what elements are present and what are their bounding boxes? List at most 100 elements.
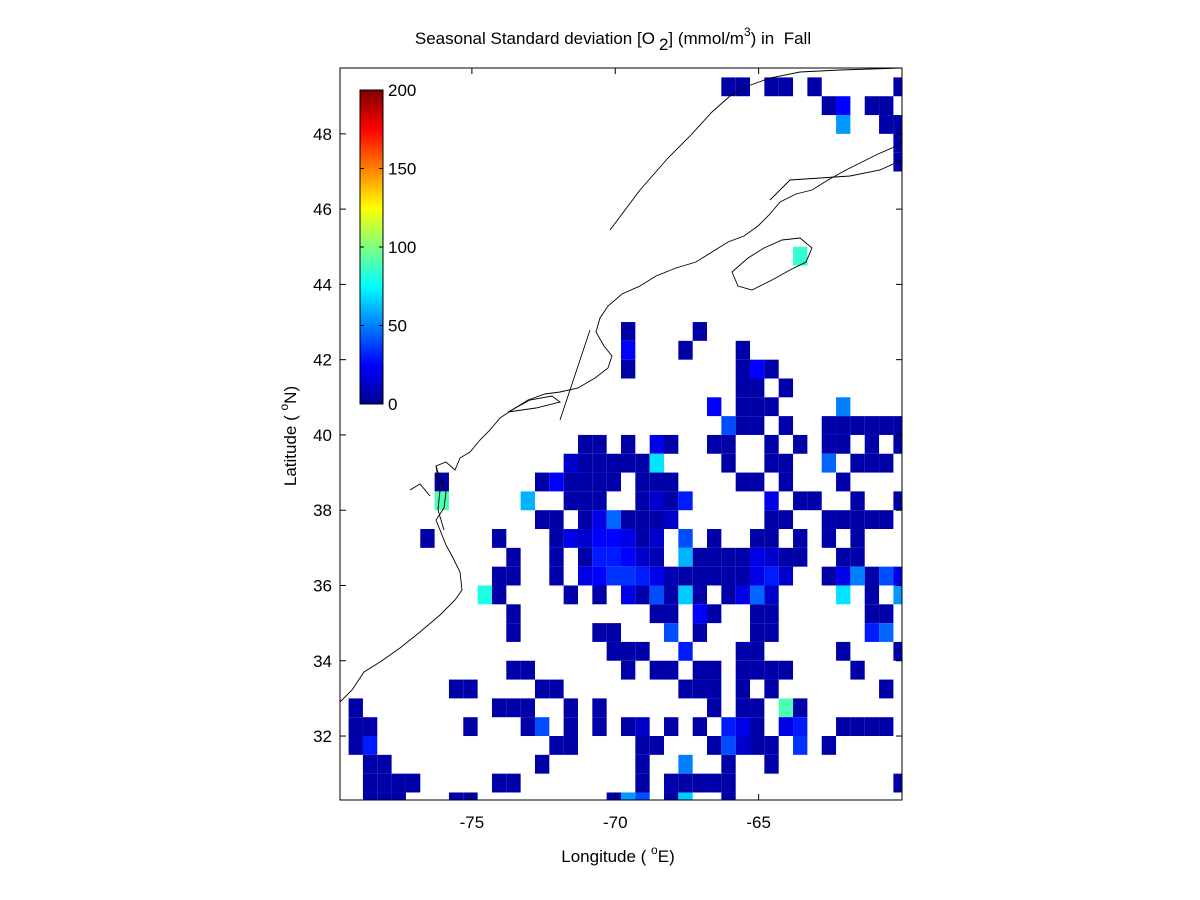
cell <box>463 792 478 800</box>
cell <box>864 623 880 642</box>
cell <box>606 529 621 548</box>
cell <box>664 792 679 800</box>
cell <box>778 416 794 435</box>
cell <box>621 322 636 341</box>
cell <box>721 416 736 435</box>
cell <box>448 679 464 699</box>
cell <box>362 773 378 793</box>
cell <box>807 491 822 511</box>
cell <box>621 359 636 379</box>
cell <box>793 491 808 511</box>
cell <box>707 773 722 793</box>
cell <box>577 566 593 586</box>
cell <box>750 717 765 737</box>
cell <box>707 698 722 718</box>
cell <box>377 792 392 800</box>
cell <box>879 623 894 642</box>
cell <box>735 566 751 586</box>
cell <box>735 660 751 680</box>
cell <box>592 585 607 605</box>
cell <box>707 566 722 586</box>
cell <box>348 717 363 737</box>
cell <box>764 77 779 97</box>
cell <box>879 566 894 586</box>
cell <box>735 698 751 718</box>
cell <box>635 529 650 548</box>
cell <box>391 773 406 793</box>
cell <box>362 754 378 774</box>
cell <box>707 604 722 624</box>
cell <box>836 641 851 661</box>
cell <box>721 77 736 97</box>
cell <box>592 434 607 454</box>
cell <box>864 434 880 454</box>
cell <box>563 698 578 718</box>
cell <box>821 434 837 454</box>
cell <box>649 491 665 511</box>
cell <box>864 585 880 605</box>
cell <box>649 660 665 680</box>
cell <box>377 773 392 793</box>
cell <box>850 453 865 473</box>
cell <box>750 623 765 642</box>
cell <box>864 510 880 530</box>
cell <box>621 566 636 586</box>
y-tick-label: 44 <box>313 275 332 294</box>
cell <box>836 434 851 454</box>
cell <box>692 566 708 586</box>
cell <box>692 547 708 567</box>
y-axis-label: Latitude ( oN) <box>277 386 300 486</box>
cell <box>879 510 894 530</box>
title-part: Seasonal Standard deviation [O <box>415 29 655 48</box>
y-tick-label: 42 <box>313 351 332 370</box>
cell <box>721 566 736 586</box>
cell <box>764 623 779 642</box>
cell <box>836 566 851 586</box>
cell <box>793 736 808 755</box>
x-tick-label: -75 <box>460 813 485 832</box>
cell <box>563 529 578 548</box>
cell <box>735 547 751 567</box>
y-tick-label: 32 <box>313 727 332 746</box>
cell <box>893 491 902 511</box>
cell <box>850 547 865 567</box>
cell <box>678 566 693 586</box>
y-tick-label: 36 <box>313 576 332 595</box>
cell <box>735 679 751 699</box>
cell <box>721 585 736 605</box>
cell <box>750 660 765 680</box>
cell <box>592 472 607 492</box>
cell <box>635 453 650 473</box>
cell <box>506 698 521 718</box>
cell <box>635 736 650 755</box>
cell <box>778 472 794 492</box>
cell <box>678 641 693 661</box>
cell <box>621 641 636 661</box>
xlabel-superscript: o <box>651 843 658 857</box>
x-axis-label: Longitude ( oE) <box>561 843 674 866</box>
cell <box>692 585 708 605</box>
cell <box>864 416 880 435</box>
cell <box>850 491 865 511</box>
cell <box>377 754 392 774</box>
cell <box>735 641 751 661</box>
cell <box>348 698 363 718</box>
cell <box>491 529 507 548</box>
cell <box>735 717 751 737</box>
cell <box>735 416 751 435</box>
cell <box>621 340 636 360</box>
cell <box>592 698 607 718</box>
cell <box>664 623 679 642</box>
cell <box>635 773 650 793</box>
cell <box>664 585 679 605</box>
x-tick-label: -65 <box>746 813 771 832</box>
cell <box>649 510 665 530</box>
cell <box>735 378 751 398</box>
cell <box>764 510 779 530</box>
ylabel-part: Latitude ( <box>281 411 300 487</box>
cell <box>778 453 794 473</box>
cell <box>850 566 865 586</box>
cell <box>621 660 636 680</box>
